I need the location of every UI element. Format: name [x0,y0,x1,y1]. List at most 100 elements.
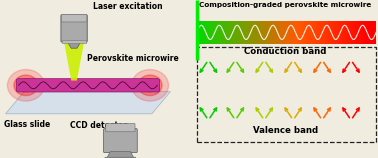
Bar [300,21,301,44]
Bar [227,21,228,44]
Bar [329,21,330,44]
Bar [203,21,204,44]
Bar [327,21,328,44]
Bar [276,21,277,44]
Bar [294,21,295,44]
Bar [274,21,275,44]
Bar [352,21,353,44]
Bar [359,21,360,44]
Bar [230,21,231,44]
Bar [207,21,208,44]
Bar [331,21,332,44]
Bar [242,21,243,44]
Bar [237,21,238,44]
Bar [248,21,249,44]
Bar [365,21,366,44]
Bar [280,21,281,44]
Bar [257,21,258,44]
Bar [197,21,198,44]
Bar [219,21,220,44]
Bar [312,21,313,44]
Bar [373,21,374,44]
Bar [343,21,344,44]
Bar [197,47,376,142]
Bar [313,21,314,44]
Bar [216,21,217,44]
Bar [222,21,223,44]
Bar [357,21,358,44]
Bar [316,21,317,44]
Bar [287,21,288,44]
Bar [236,21,237,44]
Bar [278,21,279,44]
Bar [212,21,213,44]
Bar [252,21,253,44]
Bar [322,21,323,44]
Bar [320,21,321,44]
Bar [311,21,312,44]
Bar [256,21,257,44]
Bar [375,21,376,44]
Bar [309,21,310,44]
Bar [271,21,272,44]
Circle shape [8,70,45,101]
Bar [340,21,341,44]
Bar [310,21,311,44]
Bar [249,21,250,44]
Bar [218,21,219,44]
Bar [221,21,222,44]
Bar [374,21,375,44]
FancyBboxPatch shape [61,14,87,22]
Bar [358,21,359,44]
Bar [339,21,340,44]
Bar [337,21,338,44]
Bar [338,21,339,44]
FancyBboxPatch shape [105,157,136,158]
Bar [202,21,203,44]
Bar [362,21,363,44]
Bar [305,21,306,44]
Bar [348,21,349,44]
Bar [291,21,292,44]
Bar [244,21,245,44]
Bar [334,21,335,44]
Circle shape [132,70,169,101]
Bar [255,21,256,44]
Bar [263,21,264,44]
Bar [292,21,293,44]
Bar [296,21,297,44]
Bar [264,21,265,44]
Bar [223,21,224,44]
Bar [366,21,367,44]
Bar [371,21,372,44]
Text: Composition-graded perovskite microwire: Composition-graded perovskite microwire [199,2,372,8]
Bar [361,21,362,44]
Bar [319,21,320,44]
Bar [325,21,326,44]
Bar [288,21,289,44]
Bar [363,21,364,44]
Bar [315,21,316,44]
Bar [301,21,302,44]
Polygon shape [107,152,134,158]
Text: Laser excitation: Laser excitation [93,2,162,11]
Bar [265,21,266,44]
Bar [349,21,350,44]
Bar [289,21,290,44]
Bar [234,21,235,44]
Bar [231,21,232,44]
Bar [356,21,357,44]
Bar [369,21,370,44]
Bar [235,21,236,44]
Bar [323,21,324,44]
Bar [254,21,255,44]
Bar [286,21,287,44]
Text: Valence band: Valence band [253,126,318,135]
Circle shape [143,79,157,92]
Bar [333,21,334,44]
Bar [251,21,252,44]
Bar [290,21,291,44]
Bar [228,21,229,44]
FancyBboxPatch shape [104,129,137,153]
Bar [354,21,355,44]
